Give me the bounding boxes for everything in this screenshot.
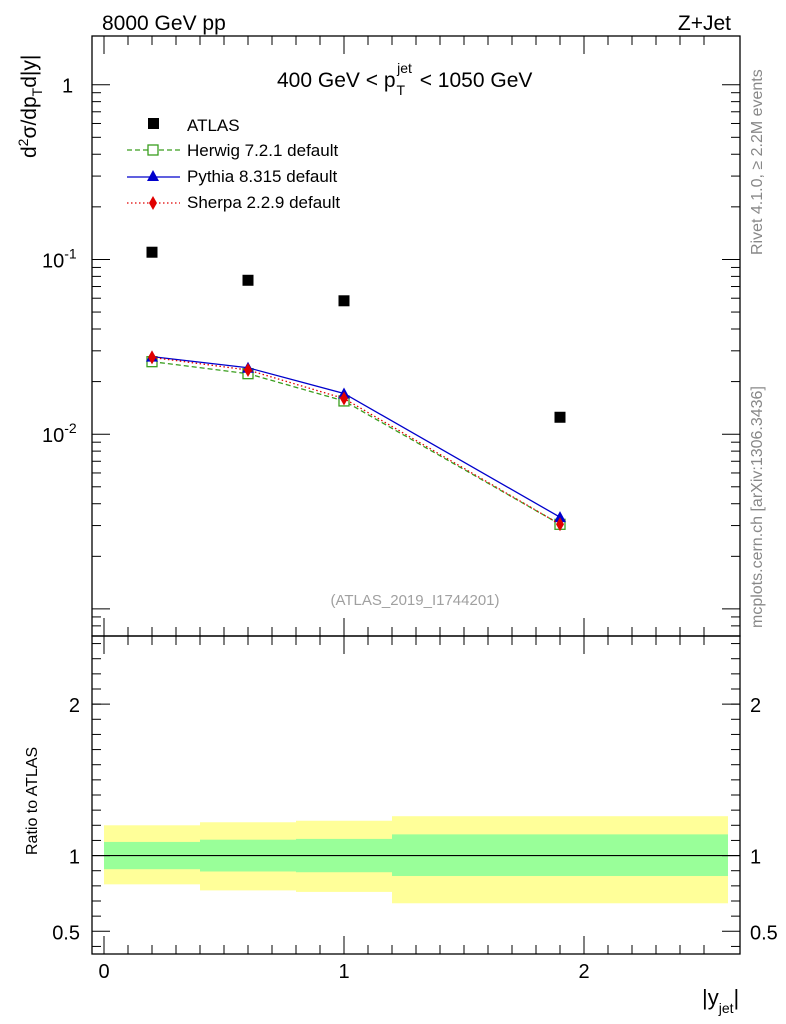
main-ytick-label: 1: [62, 76, 73, 98]
ratio-ylabel: Ratio to ATLAS: [24, 747, 41, 855]
ratio-xtick-label: 2: [578, 961, 589, 983]
atlas-point: [242, 274, 254, 286]
pythia-point: [554, 511, 566, 523]
ratio-xlabel: |yjet|: [702, 985, 739, 1016]
legend-sherpa-label: Sherpa 2.2.9 default: [187, 193, 340, 212]
ratio-ytick-label-right: 2: [750, 695, 761, 717]
legend-pythia-marker: [147, 170, 159, 181]
ratio-ytick-label-right: 1: [750, 847, 761, 869]
legend-atlas-marker: [148, 118, 159, 129]
ratio-panel: 0.5 0.5 1 1 2 2 0 1 2 Ratio to ATLAS |yjet|: [24, 635, 778, 1016]
legend-sherpa-marker: [149, 196, 157, 210]
legend-pythia-label: Pythia 8.315 default: [187, 167, 338, 186]
main-panel: 10-2 10-1 1 400 GeV < pTjet < 1050 GeV d2σ…: [15, 35, 741, 637]
sherpa-point: [148, 350, 156, 365]
pythia-line: [151, 355, 561, 518]
sherpa-point: [556, 517, 564, 532]
analysis-watermark: (ATLAS_2019_I1744201): [330, 592, 499, 609]
header-right: Z+Jet: [678, 12, 731, 35]
ratio-ytick-label-left: 1: [69, 847, 80, 869]
herwig-line: [151, 361, 561, 525]
sherpa-point: [244, 362, 252, 377]
legend: ATLAS Herwig 7.2.1 default Pythia 8.315 …: [127, 116, 340, 212]
main-ytick-label: 10-2: [42, 420, 77, 447]
main-title: 400 GeV < pTjet < 1050 GeV: [277, 60, 532, 98]
ratio-frame: [91, 635, 741, 955]
sherpa-line: [151, 356, 561, 525]
ratio-ticks: 0.5 0.5 1 1 2 2 0 1 2: [52, 636, 778, 983]
main-ticks: 10-2 10-1 1: [42, 36, 740, 637]
ratio-xtick-label: 0: [98, 961, 109, 983]
ratio-ytick-label-left: 0.5: [52, 922, 80, 944]
atlas-point: [554, 411, 566, 423]
sherpa-point: [340, 391, 348, 406]
main-ylabel: d2σ/dpTd|y|: [15, 55, 45, 158]
atlas-point: [338, 295, 350, 307]
legend-herwig-marker: [147, 144, 159, 156]
legend-herwig-label: Herwig 7.2.1 default: [187, 141, 338, 160]
ratio-bands: [92, 816, 740, 904]
legend-atlas-label: ATLAS: [187, 116, 240, 135]
ratio-ytick-label-left: 2: [69, 695, 80, 717]
rivet-version-text: Rivet 4.1.0, ≥ 2.2M events: [749, 69, 766, 255]
main-ytick-label: 10-1: [42, 245, 77, 272]
ratio-ytick-label-right: 0.5: [750, 922, 778, 944]
ratio-xtick-label: 1: [338, 961, 349, 983]
main-series-group: [146, 246, 566, 532]
header-left: 8000 GeV pp: [102, 12, 226, 35]
mcplots-text: mcplots.cern.ch [arXiv:1306.3436]: [749, 386, 766, 628]
atlas-point: [146, 246, 158, 258]
